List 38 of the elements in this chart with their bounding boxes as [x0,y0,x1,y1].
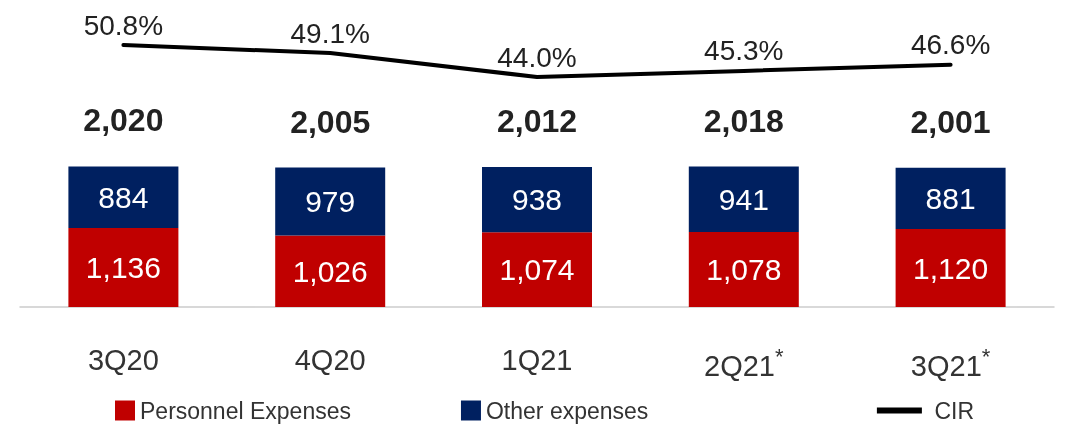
bar [688,232,799,307]
total-label: 2,005 [290,103,371,140]
x-tick-label: 2Q21* [704,343,784,382]
data-label: 46.6% [910,29,991,61]
data-label: 1,074 [499,253,575,287]
data-label: 941 [718,182,769,216]
x-tick-label: 1Q21 [501,343,573,376]
bar [688,166,799,233]
data-label: 50.8% [83,9,164,41]
data-label: 884 [98,180,149,214]
bar [68,166,179,228]
bar [482,167,592,233]
data-label: 49.1% [290,17,370,49]
legend-label: Other expenses [485,397,649,424]
bar [482,232,592,307]
bar [275,167,386,236]
data-label: 938 [511,183,563,217]
x-tick-label: 4Q20 [294,343,366,376]
data-label: 44.0% [497,41,577,73]
total-label: 2,018 [703,102,784,139]
total-label: 2,012 [496,103,578,140]
bar [895,167,1006,230]
data-label: 979 [305,185,356,219]
data-label: 45.3% [704,35,784,67]
data-label: 1,078 [706,253,782,286]
bar [275,235,386,307]
x-tick-label: 3Q21* [910,343,991,382]
legend-label: CIR [934,397,975,424]
total-label: 2,001 [910,103,991,140]
total-label: 2,020 [83,102,164,139]
legend-label: Personnel Expenses [140,397,351,424]
bar [68,227,179,307]
data-label: 1,136 [85,250,161,284]
bar [895,229,1006,307]
x-tick-label: 3Q20 [87,343,159,376]
data-label: 881 [925,181,976,215]
data-label: 1,026 [292,254,368,288]
data-label: 1,120 [913,251,989,285]
